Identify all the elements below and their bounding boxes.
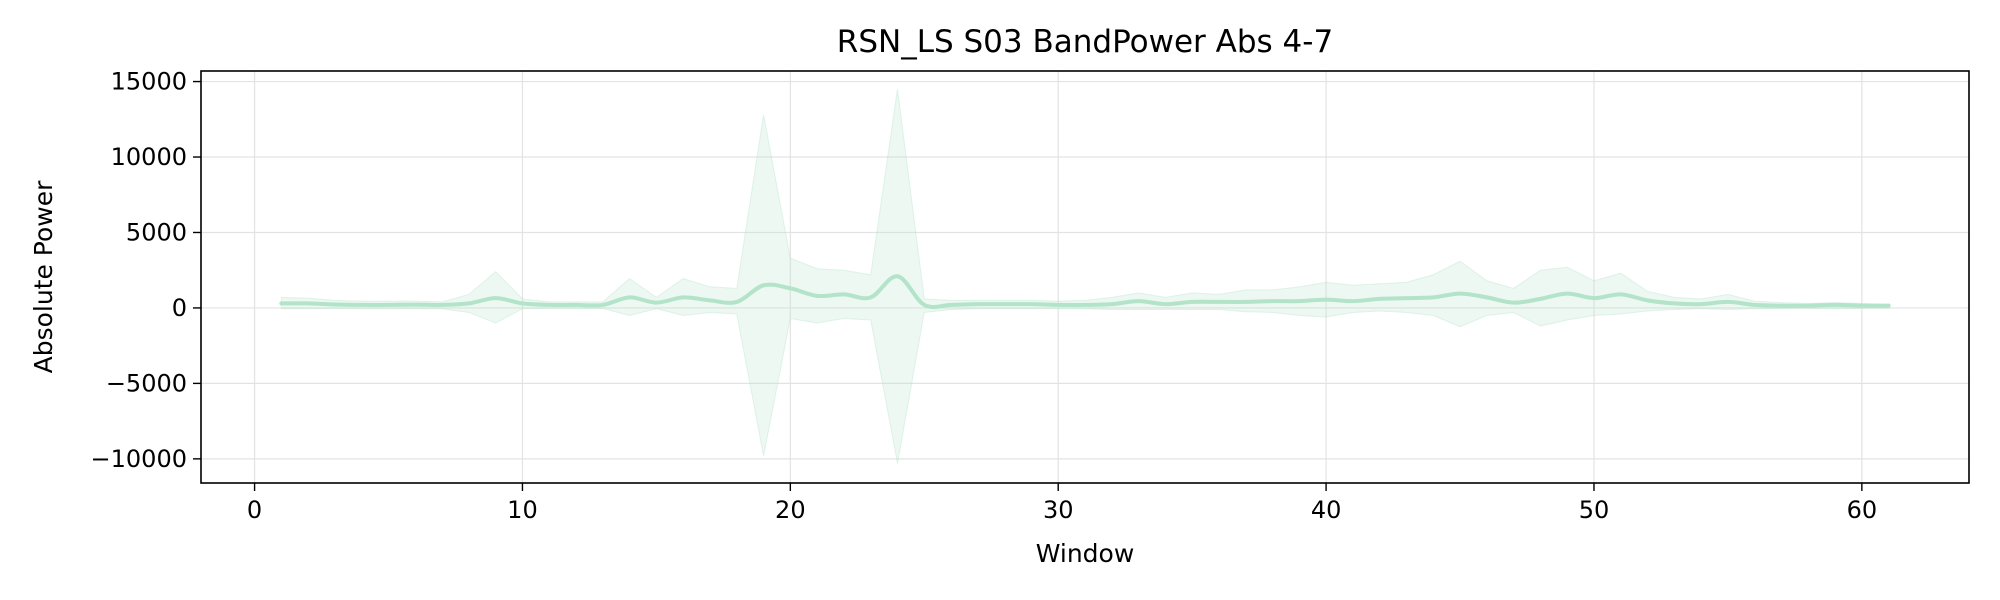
data-point <box>976 303 979 306</box>
data-point <box>1405 297 1408 300</box>
data-point <box>1378 297 1381 300</box>
data-point <box>1003 303 1006 306</box>
x-tick-label: 30 <box>1043 496 1074 524</box>
data-point <box>575 303 578 306</box>
data-point <box>1753 303 1756 306</box>
data-point <box>1351 300 1354 303</box>
data-point <box>1726 300 1729 303</box>
data-point <box>1700 303 1703 306</box>
data-point <box>467 302 470 305</box>
data-point <box>1834 303 1837 306</box>
x-axis: 0 10 20 30 40 50 60 <box>247 483 1877 524</box>
data-point <box>1217 300 1220 303</box>
data-point <box>548 303 551 306</box>
y-tick-label: 0 <box>172 294 187 322</box>
data-point <box>387 303 390 306</box>
x-tick-label: 40 <box>1311 496 1342 524</box>
y-tick-label: 5000 <box>126 218 187 246</box>
data-point <box>441 303 444 306</box>
data-point <box>1137 300 1140 303</box>
data-point <box>1539 297 1542 300</box>
x-tick-label: 10 <box>507 496 538 524</box>
data-point <box>280 302 283 305</box>
data-point <box>628 296 631 299</box>
plot-area <box>279 89 1891 464</box>
mean-line <box>279 274 1891 310</box>
data-point <box>923 303 926 306</box>
data-point <box>1084 303 1087 306</box>
x-tick-label: 0 <box>247 496 262 524</box>
data-point <box>1619 293 1622 296</box>
data-point <box>1780 304 1783 307</box>
data-point <box>1244 300 1247 303</box>
data-point <box>1325 298 1328 301</box>
uncertainty-band <box>280 89 1890 464</box>
data-point <box>494 297 497 300</box>
data-point <box>816 294 819 297</box>
y-tick-label: −10000 <box>91 445 187 473</box>
chart-title: RSN_LS S03 BandPower Abs 4-7 <box>837 24 1333 60</box>
data-point <box>1887 304 1890 307</box>
data-point <box>735 300 738 303</box>
data-point <box>1271 300 1274 303</box>
data-point <box>601 303 604 306</box>
data-point <box>414 303 417 306</box>
data-point <box>1459 292 1462 295</box>
data-point <box>1646 299 1649 302</box>
data-point <box>521 302 524 305</box>
y-tick-label: 15000 <box>111 68 187 96</box>
data-point <box>1673 302 1676 305</box>
y-axis: −10000 −5000 0 5000 10000 15000 <box>91 68 201 473</box>
data-point <box>333 303 336 306</box>
data-point <box>896 275 899 278</box>
data-point <box>1057 303 1060 306</box>
data-point <box>762 284 765 287</box>
data-point <box>869 296 872 299</box>
data-point <box>682 296 685 299</box>
data-point <box>842 293 845 296</box>
data-point <box>1298 300 1301 303</box>
data-point <box>1110 303 1113 306</box>
x-tick-label: 60 <box>1847 496 1878 524</box>
data-point <box>1485 296 1488 299</box>
data-point <box>1432 296 1435 299</box>
x-axis-title: Window <box>1036 539 1135 568</box>
data-point <box>1860 304 1863 307</box>
data-point <box>1512 301 1515 304</box>
plot-frame <box>200 70 1970 484</box>
data-point <box>1807 304 1810 307</box>
data-point <box>655 301 658 304</box>
y-axis-title: Absolute Power <box>29 180 58 374</box>
y-tick-label: −5000 <box>106 369 187 397</box>
data-point <box>1566 292 1569 295</box>
data-point <box>1164 303 1167 306</box>
x-tick-label: 50 <box>1579 496 1610 524</box>
data-point <box>307 302 310 305</box>
grid-lines <box>201 71 1969 483</box>
data-point <box>1191 300 1194 303</box>
data-point <box>1592 297 1595 300</box>
y-tick-label: 10000 <box>111 143 187 171</box>
data-point <box>1030 303 1033 306</box>
data-point <box>950 303 953 306</box>
data-point <box>360 303 363 306</box>
data-point <box>708 299 711 302</box>
x-tick-label: 20 <box>775 496 806 524</box>
data-point <box>789 287 792 290</box>
